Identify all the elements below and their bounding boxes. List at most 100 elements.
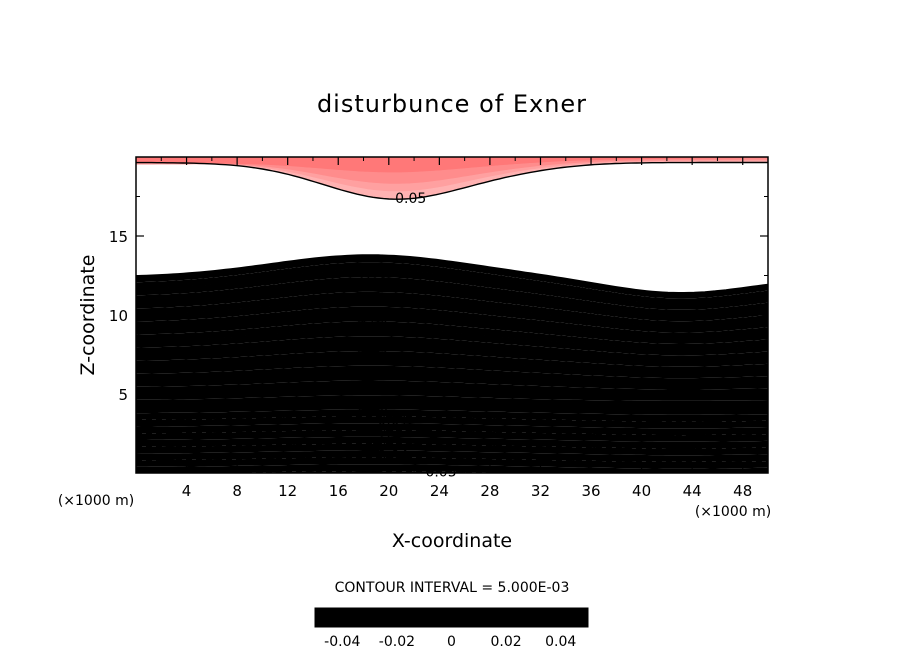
- contour-band: [136, 485, 768, 496]
- colorbar-cell: [424, 608, 432, 627]
- contour-line: [136, 526, 768, 529]
- contour-band: [136, 269, 768, 310]
- colorbar-cell: [478, 608, 487, 627]
- colorbar-cell: [335, 608, 343, 627]
- contour-line-upper: [136, 161, 768, 200]
- colorbar-cell: [553, 608, 562, 627]
- contour-band: [136, 443, 768, 456]
- contour-band: [136, 373, 768, 390]
- x-tick-label: 44: [683, 482, 702, 500]
- y-tick-label: 5: [118, 386, 128, 404]
- contour-band: [136, 380, 768, 396]
- contour-label: -0.04: [372, 449, 408, 465]
- contour-band: [136, 519, 768, 529]
- contour-line: [136, 456, 768, 463]
- x-tick-label: 32: [531, 482, 550, 500]
- colorbar-cell: [581, 608, 589, 627]
- contour-band: [136, 457, 768, 469]
- x-tick-label: 48: [733, 482, 752, 500]
- x-unit-right: (×1000 m): [695, 504, 771, 520]
- contour-plot-area: 0.050.050.040.030.020.010.00-0.01-0.02-0…: [136, 157, 768, 529]
- colorbar-cell: [471, 608, 480, 627]
- contour-line: [136, 512, 768, 516]
- contour-band: [136, 402, 768, 415]
- x-unit-left: (×1000 m): [58, 493, 134, 509]
- contour-line: [136, 254, 768, 294]
- colorbar-cell: [342, 608, 350, 627]
- colorbar-cell: [567, 608, 575, 627]
- y-tick-label: 15: [109, 228, 128, 246]
- colorbar-cell: [321, 608, 330, 627]
- contour-lines: [136, 161, 768, 529]
- contour-label: 0.00: [357, 400, 388, 416]
- contour-line: [136, 283, 768, 317]
- colorbar-tick-label: 0.04: [545, 634, 576, 650]
- colorbar-cell: [533, 608, 541, 627]
- colorbar-cell: [519, 608, 527, 627]
- contour-label: 0.05: [357, 265, 388, 281]
- contour-line: [136, 429, 768, 436]
- contour-fills: [136, 157, 768, 529]
- x-tick-label: 28: [480, 482, 499, 500]
- colorbar-cell: [376, 608, 384, 627]
- colorbar-cell: [451, 608, 459, 627]
- contour-band: [136, 358, 768, 379]
- contour-band: [136, 436, 768, 449]
- y-axis-label: Z-coordinate: [77, 255, 99, 376]
- contour-interval-note: CONTOUR INTERVAL = 5.000E-03: [335, 580, 570, 596]
- x-tick-label: 20: [379, 482, 398, 500]
- colorbar-cell: [506, 608, 514, 627]
- x-tick-label: 12: [278, 482, 297, 500]
- contour-label: -0.02: [372, 425, 408, 441]
- colorbar-cell: [410, 608, 418, 627]
- colorbar-cell: [417, 608, 425, 627]
- colorbar-cell: [431, 608, 439, 627]
- colorbar-cell: [315, 608, 323, 627]
- x-tick-label: 4: [182, 482, 192, 500]
- colorbar-cell: [492, 608, 500, 627]
- contour-line: [136, 269, 768, 305]
- contour-label: 0.04: [357, 316, 388, 332]
- colorbar-cell: [560, 608, 568, 627]
- colorbar-cell: [328, 608, 336, 627]
- contour-band: [136, 343, 768, 367]
- contour-label: 0.05: [395, 191, 426, 207]
- colorbar-tick-label: -0.02: [379, 634, 415, 650]
- contour-band: [136, 387, 768, 401]
- contour-line: [136, 357, 768, 373]
- contour-label: 0.02: [357, 365, 388, 381]
- contour-band: [136, 423, 768, 436]
- contour-band: [136, 291, 768, 327]
- x-tick-label: 8: [232, 482, 242, 500]
- colorbar-cell: [383, 608, 391, 627]
- colorbar-cell: [526, 608, 534, 627]
- contour-band: [136, 277, 768, 316]
- contour-band: [136, 464, 768, 473]
- contour-band: [136, 430, 768, 442]
- contour-line: [136, 328, 768, 351]
- contour-label: -0.01: [372, 412, 408, 428]
- colorbar-cell: [540, 608, 548, 627]
- contour-band: [136, 314, 768, 344]
- x-tick-label: 24: [430, 482, 449, 500]
- contour-band: [136, 351, 768, 373]
- x-tick-label: 16: [329, 482, 348, 500]
- contour-line: [136, 298, 768, 328]
- colorbar-cell: [458, 608, 466, 627]
- colorbar-cell: [444, 608, 452, 627]
- x-tick-label: 36: [581, 482, 600, 500]
- colorbar-cell: [499, 608, 507, 627]
- contour-line: [136, 485, 768, 489]
- colorbar-cell: [396, 608, 405, 627]
- colorbar-cell: [349, 608, 357, 627]
- colorbar-cell: [362, 608, 370, 627]
- colorbar-tick-label: -0.04: [324, 634, 360, 650]
- contour-band: [136, 450, 768, 462]
- colorbar-tick-label: 0.02: [491, 634, 522, 650]
- colorbar-frame: [314, 607, 589, 628]
- contour-label: -0.03: [372, 436, 408, 452]
- y-tick-label: 10: [109, 307, 128, 325]
- colorbar-cell: [512, 608, 521, 627]
- colorbar-cell: [355, 608, 364, 627]
